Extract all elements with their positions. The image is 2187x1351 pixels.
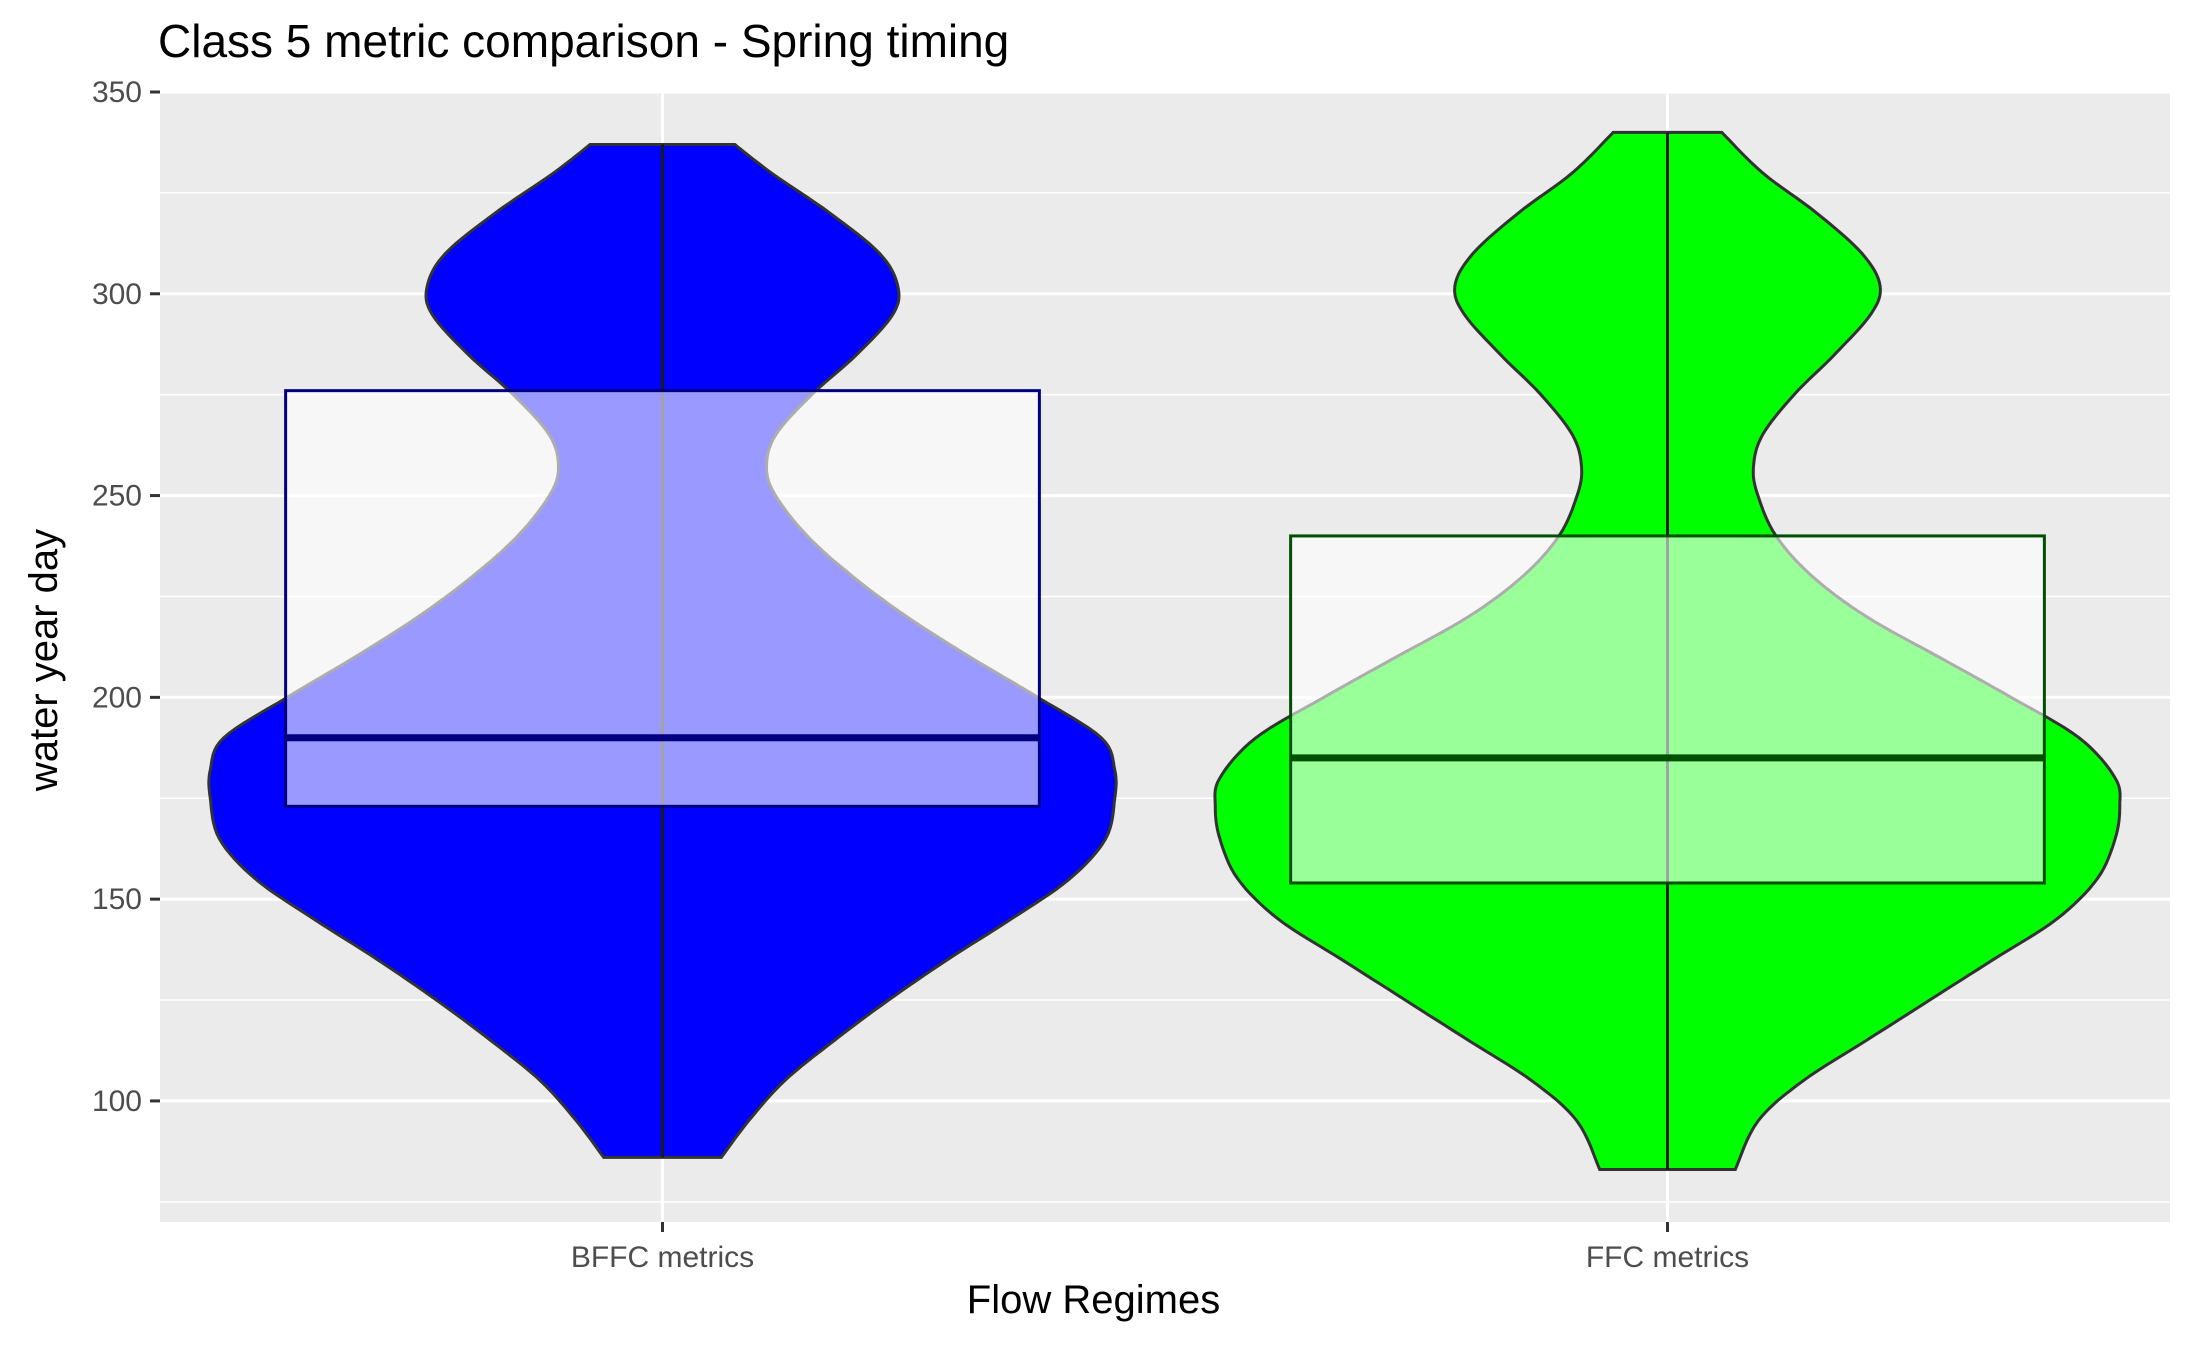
y-tick-label: 250 (92, 480, 142, 513)
y-tick-label: 100 (92, 1085, 142, 1118)
box-2 (1289, 534, 2046, 885)
y-tick-label: 200 (92, 681, 142, 714)
x-axis-label: Flow Regimes (0, 1278, 2187, 1323)
x-axis-label-text: Flow Regimes (966, 1278, 1221, 1322)
y-tick-label: 300 (92, 278, 142, 311)
y-axis-label: water year day (22, 528, 66, 792)
x-tick-label: FFC metrics (1586, 1241, 1749, 1274)
box-1 (284, 389, 1041, 808)
y-tick-label: 350 (92, 76, 142, 109)
chart-title: Class 5 metric comparison - Spring timin… (158, 15, 1010, 67)
y-tick-label: 150 (92, 883, 142, 916)
x-tick-label: BFFC metrics (571, 1241, 754, 1274)
